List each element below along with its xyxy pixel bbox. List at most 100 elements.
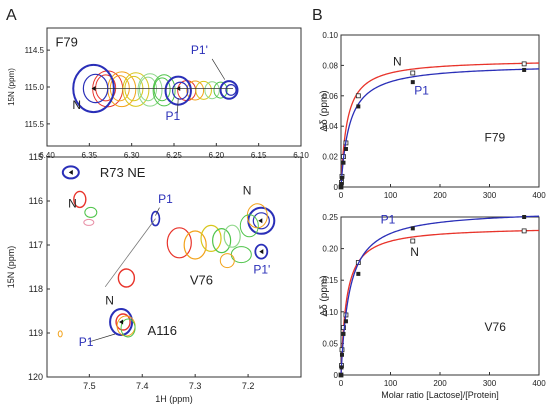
peak-contour-p1 — [164, 75, 192, 106]
contour-n-p1-inner — [139, 76, 158, 102]
y-tick-label: 114.5 — [25, 46, 45, 55]
y-tick-label: 0.20 — [322, 245, 338, 254]
x-tick-label: 7.2 — [242, 381, 255, 391]
y-axis-label: Δδ (ppm) — [319, 90, 330, 131]
arrowhead-v76-n — [258, 218, 263, 224]
peak-contour-p1prime — [219, 80, 239, 100]
spectrum-f79-panel: 6.40 6.35 6.30 6.25 6.20 6.15 6.10 114.5 115.0 11… — [7, 27, 309, 160]
y-tick-label: 0.08 — [322, 61, 338, 70]
annotation-label: P1' — [191, 43, 208, 57]
data-point-n — [410, 70, 416, 76]
arrowhead-n — [91, 85, 96, 91]
annotation-label: N — [72, 98, 81, 112]
contour-v76-mid — [212, 228, 232, 254]
y-tick-label: 116 — [29, 196, 43, 206]
contour-v76 — [239, 214, 259, 238]
data-point-p1 — [356, 271, 361, 276]
titration-v76-panel: 0 100 200 300 400 0 0.05 0.10 0.15 0.20 0.25 Δδ (pp… — [319, 212, 546, 400]
data-point-p1 — [339, 352, 344, 357]
data-point-p1 — [339, 181, 344, 186]
data-point-p1 — [339, 185, 343, 189]
x-tick-label: 6.20 — [209, 151, 225, 160]
contour-a116-small — [57, 330, 63, 338]
annotation-label: R73 NE — [100, 165, 146, 180]
data-point-p1 — [410, 226, 415, 231]
x-tick-label: 6.30 — [124, 151, 140, 160]
x-tick-label: 0 — [339, 191, 344, 200]
peak-contour-r73-n — [61, 165, 80, 180]
x-tick-label: 300 — [483, 379, 497, 388]
annotation-label: N — [105, 293, 114, 307]
annotation-label: F79 — [485, 130, 506, 144]
annotation-label: N — [393, 54, 402, 68]
panel-label-a: A — [6, 7, 17, 24]
x-tick-label: 200 — [433, 191, 447, 200]
y-tick-label: 0 — [334, 183, 339, 192]
peak-contour-inner-p1 — [172, 81, 189, 100]
x-tick-label: 400 — [532, 379, 546, 388]
contour-n-p1-inner — [153, 77, 171, 102]
fit-curve-p1 — [340, 215, 540, 375]
y-tick-label: 0.02 — [322, 153, 338, 162]
peak-contour-inner-p1prime — [225, 84, 237, 96]
annotation-label: A116 — [148, 323, 177, 338]
x-tick-label: 6.15 — [251, 151, 267, 160]
data-point-p1 — [522, 215, 527, 219]
y-tick-label: 115.0 — [25, 83, 45, 92]
contour-r73 — [73, 190, 87, 209]
contour-p1-p1prime — [204, 81, 220, 100]
arrowhead-r73 — [68, 169, 73, 175]
data-point-p1 — [410, 80, 415, 85]
contour-p1-p1prime — [213, 81, 228, 99]
fit-curve-n — [340, 229, 540, 375]
contour-a116 — [115, 313, 131, 331]
plot-frame — [340, 34, 540, 188]
x-tick-label: 100 — [384, 379, 398, 388]
data-point-p1 — [356, 104, 361, 109]
data-point-n — [355, 93, 361, 99]
contour-p1-p1prime — [195, 80, 212, 100]
data-point-n — [341, 325, 346, 331]
contour-n-p1 — [152, 74, 176, 107]
fit-curve-p1 — [340, 68, 540, 187]
x-tick-label: 300 — [483, 191, 497, 200]
contour-v76-mid — [166, 227, 192, 259]
contour-n-p1-inner — [95, 74, 117, 102]
annotation-label: N — [243, 183, 252, 197]
y-tick-label: 0.05 — [322, 339, 338, 348]
data-point-p1 — [339, 365, 344, 370]
annotation-label: N — [410, 245, 419, 259]
peak-contour-v76-p1prime — [254, 243, 269, 260]
y-tick-label: 119 — [29, 328, 43, 338]
contour-v76-p1prime — [219, 253, 235, 269]
y-tick-label: 115 — [29, 152, 43, 162]
arrowhead-v76-p1prime — [259, 249, 264, 255]
contour-p1-p1prime — [186, 80, 205, 101]
contour-a116 — [120, 318, 136, 338]
annotation-label: P1 — [166, 109, 181, 123]
x-tick-label: 7.4 — [136, 381, 149, 391]
y-tick-label: 115.5 — [25, 120, 45, 129]
x-tick-label: 400 — [532, 191, 546, 200]
contour-v76-left — [117, 268, 136, 288]
annotation-label: P1' — [253, 263, 270, 277]
spectrum-r73-v76-a116-panel: 7.5 7.4 7.3 7.2 115 116 117 118 119 120 1H (ppm) 15… — [6, 152, 302, 404]
plot-frame — [340, 216, 540, 376]
annotation-label: F79 — [55, 34, 77, 49]
annotation-label: V76 — [485, 320, 507, 334]
titration-f79-panel: 0 100 200 300 400 0 0.02 0.04 0.06 0.08 0.10 Δδ (pp… — [319, 31, 546, 200]
data-point-p1 — [339, 175, 344, 180]
y-axis-label: 15N (ppm) — [7, 68, 16, 106]
pointer-a116-p1 — [89, 333, 116, 343]
y-tick-label: 0.10 — [322, 308, 338, 317]
x-tick-label: 7.5 — [83, 381, 96, 391]
contour-r73 — [84, 206, 98, 218]
y-tick-label: 0 — [334, 371, 339, 380]
y-tick-label: 0.04 — [322, 122, 338, 131]
data-point-n — [521, 228, 527, 234]
y-tick-label: 0.25 — [322, 213, 338, 222]
y-tick-label: 117 — [29, 240, 43, 250]
pointer-p1prime — [211, 58, 226, 80]
arrowhead-a116 — [119, 319, 124, 325]
